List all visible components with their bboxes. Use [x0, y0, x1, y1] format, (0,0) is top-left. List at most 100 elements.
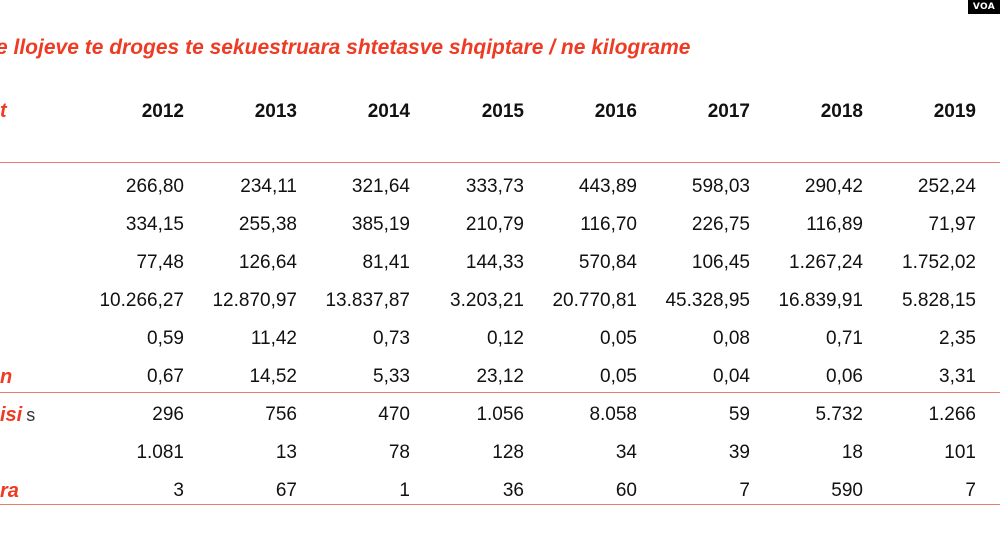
table-cell: 67	[275, 480, 297, 501]
table-rule-bottom	[0, 504, 1000, 505]
table-cell: 126,64	[238, 252, 297, 273]
table-cell: 0,12	[487, 328, 524, 349]
table-cell: 60	[615, 480, 637, 501]
table-row: 0,59 11,42 0,73 0,12 0,05 0,08 0,71 2,35	[0, 322, 1000, 360]
table-cell: 3	[173, 480, 184, 501]
table-cell: 385,19	[351, 214, 410, 235]
table-cell: 81,41	[362, 252, 410, 273]
header-column-label: t	[0, 100, 7, 122]
row-label: n	[0, 366, 16, 389]
table-cell: 23,12	[476, 366, 524, 387]
table-cell: 255,38	[238, 214, 297, 235]
table-row: 1.081 13 78 128 34 39 18 101	[0, 436, 1000, 474]
table-cell: 296	[152, 404, 184, 425]
table-cell: 128	[492, 442, 524, 463]
table-cell: 36	[502, 480, 524, 501]
table-cell: 106,45	[691, 252, 750, 273]
table-rule-top	[0, 162, 1000, 163]
table-cell: 12.870,97	[212, 290, 297, 311]
table-cell: 39	[728, 442, 750, 463]
row-label-text: isi	[0, 404, 23, 426]
table-cell: 1.056	[476, 404, 524, 425]
table-cell: 1.081	[136, 442, 184, 463]
table-title: e llojeve te droges te sekuestruara shte…	[0, 36, 691, 59]
table-cell: 144,33	[465, 252, 524, 273]
table-cell: 321,64	[351, 176, 410, 197]
year-header-2018: 2018	[820, 101, 863, 122]
row-label: isi s	[0, 404, 35, 427]
table-rule-middle	[0, 392, 1000, 393]
table-cell: 71,97	[928, 214, 976, 235]
table-row: 10.266,27 12.870,97 13.837,87 3.203,21 20.77…	[0, 284, 1000, 322]
table-cell: 470	[378, 404, 410, 425]
table-row: 334,15 255,38 385,19 210,79 116,70 226,75 116,…	[0, 208, 1000, 246]
table-cell: 18	[841, 442, 863, 463]
table-cell: 116,70	[580, 214, 637, 235]
table-cell: 0,08	[713, 328, 750, 349]
table-cell: 77,48	[136, 252, 184, 273]
year-header-2014: 2014	[367, 101, 410, 122]
table-row: isi s 296 756 470 1.056 8.058 59 5.732 1.266	[0, 398, 1000, 436]
table-cell: 59	[728, 404, 750, 425]
table-cell: 5.828,15	[902, 290, 976, 311]
table-row: ra 3 67 1 36 60 7 590 7	[0, 474, 1000, 512]
table-cell: 0,05	[600, 366, 637, 387]
table-cell: 0,73	[373, 328, 410, 349]
table-cell: 756	[265, 404, 297, 425]
table-cell: 3,31	[939, 366, 976, 387]
table-cell: 34	[615, 442, 637, 463]
row-label-trail: s	[26, 405, 36, 425]
table-cell: 1.267,24	[789, 252, 863, 273]
table-cell: 443,89	[578, 176, 637, 197]
table-cell: 13	[275, 442, 297, 463]
table-cell: 20.770,81	[552, 290, 637, 311]
row-label-text: ra	[0, 480, 19, 502]
table-cell: 13.837,87	[325, 290, 410, 311]
table-cell: 3.203,21	[450, 290, 524, 311]
year-header-2017: 2017	[707, 101, 750, 122]
table-cell: 252,24	[917, 176, 976, 197]
table-cell: 0,67	[147, 366, 184, 387]
table-cell: 0,05	[600, 328, 637, 349]
table-cell: 78	[388, 442, 410, 463]
table-cell: 210,79	[465, 214, 524, 235]
year-header-2019: 2019	[933, 101, 976, 122]
year-header-2013: 2013	[254, 101, 297, 122]
table-cell: 570,84	[578, 252, 637, 273]
year-header-2015: 2015	[481, 101, 524, 122]
table-cell: 234,11	[240, 176, 297, 197]
table-row: 266,80 234,11 321,64 333,73 443,89 598,03 290,…	[0, 170, 1000, 208]
table-cell: 5.732	[815, 404, 863, 425]
table-cell: 10.266,27	[99, 290, 184, 311]
table-cell: 7	[965, 480, 976, 501]
table-cell: 334,15	[125, 214, 184, 235]
table-cell: 5,33	[373, 366, 410, 387]
table-row: 77,48 126,64 81,41 144,33 570,84 106,45 1.267,…	[0, 246, 1000, 284]
table-cell: 333,73	[465, 176, 524, 197]
row-label	[0, 442, 4, 465]
table-cell: 1.266	[928, 404, 976, 425]
year-header-2012: 2012	[141, 101, 184, 122]
table-cell: 1.752,02	[902, 252, 976, 273]
table-row: n 0,67 14,52 5,33 23,12 0,05 0,04 0,06 3,31	[0, 360, 1000, 398]
table-cell: 290,42	[804, 176, 863, 197]
year-header-2016: 2016	[594, 101, 637, 122]
row-label	[0, 252, 4, 275]
table-cell: 7	[739, 480, 750, 501]
table-cell: 2,35	[939, 328, 976, 349]
table-cell: 45.328,95	[665, 290, 750, 311]
table-cell: 8.058	[589, 404, 637, 425]
table-cell: 101	[944, 442, 976, 463]
table-cell: 11,42	[250, 328, 297, 349]
table-cell: 0,71	[826, 328, 863, 349]
table-cell: 226,75	[691, 214, 750, 235]
table-cell: 1	[399, 480, 410, 501]
table-cell: 598,03	[691, 176, 750, 197]
voa-badge: VOA	[967, 0, 1000, 14]
table-cell: 0,59	[147, 328, 184, 349]
table-cell: 16.839,91	[778, 290, 863, 311]
row-label-text: n	[0, 366, 13, 388]
table-cell: 266,80	[125, 176, 184, 197]
row-label	[0, 290, 4, 313]
row-label	[0, 214, 4, 237]
